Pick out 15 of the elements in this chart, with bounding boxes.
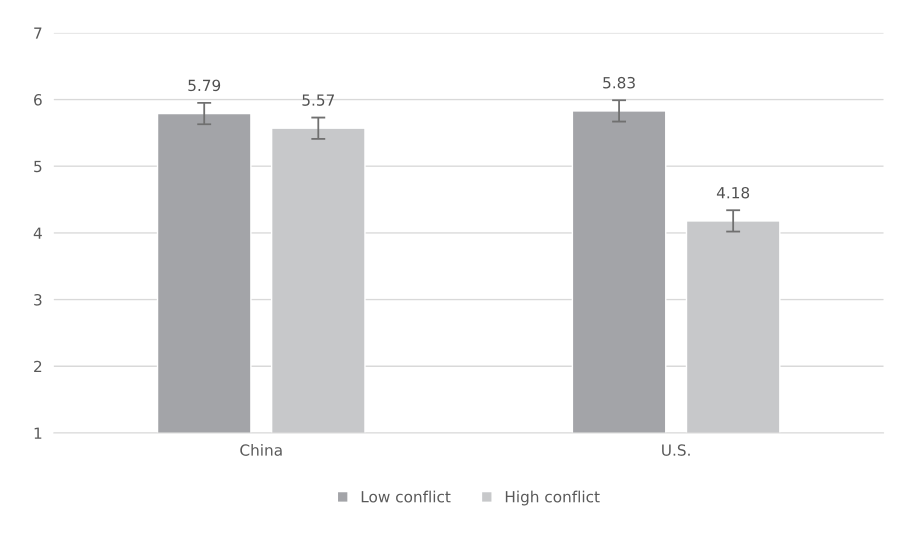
y-tick-label: 7: [34, 28, 42, 39]
data-label: 5.79: [188, 80, 220, 92]
x-tick-label: U.S.: [662, 444, 690, 456]
data-label: 4.18: [716, 186, 750, 198]
y-tick-label: 6: [34, 94, 42, 106]
y-tick-label: 1: [34, 428, 42, 439]
y-tick-label: 2: [34, 360, 42, 372]
legend-label: High conflict: [506, 490, 600, 506]
data-label: 5.83: [603, 76, 635, 88]
x-tick-label: China: [240, 444, 282, 456]
data-label: 5.57: [302, 94, 334, 106]
y-tick-label: 5: [34, 160, 42, 172]
y-tick-label: 4: [34, 228, 42, 239]
legend-label: Low conflict: [362, 490, 451, 502]
y-tick-label: 3: [34, 294, 42, 306]
